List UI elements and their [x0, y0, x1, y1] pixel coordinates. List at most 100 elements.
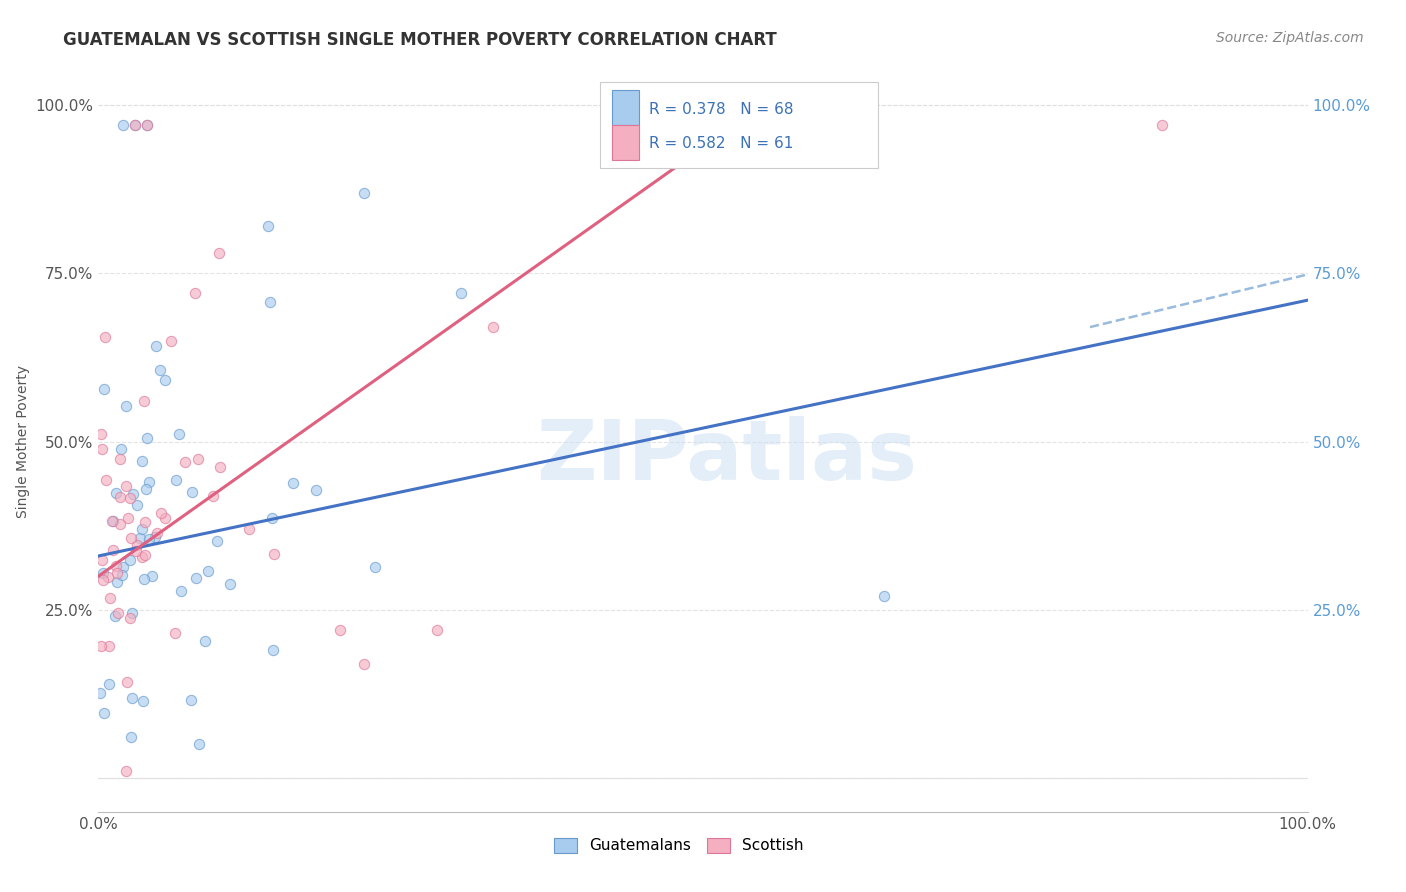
Point: [91, 552, 114, 566]
Point: [134, 515, 156, 529]
Bar: [613, 125, 638, 161]
Point: [426, 623, 449, 637]
Text: R = 0.582   N = 61: R = 0.582 N = 61: [648, 136, 793, 152]
Point: [141, 569, 163, 583]
Point: [94, 329, 117, 343]
Point: [108, 490, 131, 504]
Point: [107, 607, 129, 621]
Point: [89, 686, 111, 700]
Point: [238, 522, 260, 536]
Point: [111, 568, 134, 582]
Point: [122, 487, 145, 501]
Point: [120, 531, 142, 545]
Point: [98, 639, 121, 653]
Point: [118, 611, 141, 625]
Point: [180, 693, 202, 707]
Point: [112, 560, 135, 574]
Text: R = 0.378   N = 68: R = 0.378 N = 68: [648, 102, 793, 117]
Point: [93, 566, 115, 580]
Point: [104, 486, 127, 500]
Point: [129, 531, 152, 545]
Point: [105, 566, 128, 581]
Point: [118, 552, 141, 566]
Point: [97, 677, 120, 691]
Point: [101, 514, 124, 528]
Point: [132, 394, 155, 409]
Point: [131, 522, 153, 536]
Point: [104, 558, 127, 573]
Point: [873, 590, 896, 604]
Point: [149, 506, 172, 520]
Point: [153, 511, 176, 525]
Point: [167, 426, 190, 441]
Point: [131, 454, 153, 468]
Bar: [613, 90, 638, 126]
Point: [114, 478, 136, 492]
Point: [482, 320, 505, 334]
Point: [208, 246, 231, 260]
Point: [180, 484, 202, 499]
Point: [208, 460, 231, 475]
Point: [93, 573, 115, 587]
Point: [115, 674, 138, 689]
Point: [353, 657, 375, 671]
Point: [125, 544, 148, 558]
Point: [259, 295, 281, 310]
Point: [194, 633, 217, 648]
Point: [134, 572, 156, 586]
Point: [187, 451, 209, 466]
Point: [201, 489, 224, 503]
Point: [118, 491, 141, 505]
Point: [153, 373, 176, 387]
Point: [184, 286, 207, 301]
Point: [107, 574, 129, 589]
Point: [136, 431, 159, 445]
Point: [138, 475, 160, 490]
FancyBboxPatch shape: [600, 82, 879, 168]
Point: [186, 572, 208, 586]
Point: [149, 363, 172, 377]
Point: [101, 542, 124, 557]
Point: [143, 531, 166, 545]
Point: [98, 591, 121, 605]
Point: [146, 526, 169, 541]
Point: [170, 584, 193, 599]
Point: [262, 510, 284, 524]
Point: [110, 442, 132, 456]
Point: [110, 451, 132, 466]
Point: [197, 564, 219, 578]
Point: [1152, 118, 1174, 132]
Point: [121, 607, 143, 621]
Point: [90, 442, 112, 456]
Point: [188, 737, 211, 751]
Point: [131, 549, 153, 564]
Point: [163, 625, 186, 640]
Point: [125, 498, 148, 512]
Point: [145, 339, 167, 353]
Point: [132, 694, 155, 708]
Point: [124, 118, 146, 132]
Point: [173, 455, 195, 469]
Point: [134, 482, 156, 496]
Text: ZIPatlas: ZIPatlas: [537, 416, 918, 497]
Text: GUATEMALAN VS SCOTTISH SINGLE MOTHER POVERTY CORRELATION CHART: GUATEMALAN VS SCOTTISH SINGLE MOTHER POV…: [63, 31, 778, 49]
Point: [262, 643, 284, 657]
Legend: Guatemalans, Scottish: Guatemalans, Scottish: [548, 831, 810, 860]
Point: [101, 514, 124, 528]
Point: [97, 570, 120, 584]
Point: [127, 538, 149, 552]
Point: [93, 706, 115, 721]
Point: [329, 623, 352, 637]
Point: [138, 532, 160, 546]
Point: [121, 690, 143, 705]
Point: [114, 399, 136, 413]
Point: [94, 474, 117, 488]
Point: [93, 382, 115, 396]
Point: [90, 639, 112, 653]
Text: Source: ZipAtlas.com: Source: ZipAtlas.com: [1216, 31, 1364, 45]
Point: [135, 118, 157, 132]
Point: [121, 730, 143, 744]
Point: [114, 764, 136, 779]
Point: [364, 559, 387, 574]
Point: [205, 534, 228, 549]
